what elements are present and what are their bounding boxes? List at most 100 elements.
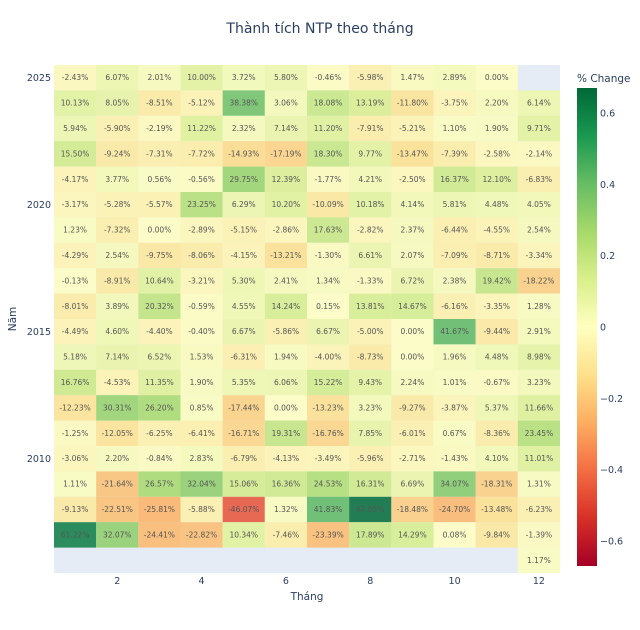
cell-label: -1.25% — [62, 429, 89, 438]
heatmap-cell — [475, 420, 518, 446]
cell-label: -7.09% — [441, 251, 468, 260]
heatmap-cell — [180, 141, 223, 167]
cell-label: -21.64% — [102, 480, 133, 489]
cell-label: 4.55% — [232, 302, 256, 311]
cell-label: -7.32% — [104, 226, 131, 235]
heatmap-cell — [264, 90, 307, 116]
cell-label: 0.00% — [148, 226, 172, 235]
heatmap-cell — [475, 319, 518, 345]
heatmap-cell — [264, 115, 307, 142]
cell-label: -3.49% — [315, 454, 342, 463]
y-tick-label: 2020 — [27, 200, 51, 211]
heatmap-cell — [517, 115, 560, 142]
heatmap-cell — [138, 369, 181, 396]
colorbar-ticks: 0.6 0.4 0.2 0 −0.2 −0.4 −0.6 — [600, 109, 623, 548]
cell-label: 1.28% — [527, 302, 551, 311]
heatmap-cell — [475, 90, 518, 116]
cell-label: 14.29% — [398, 530, 427, 539]
cell-label: -18.22% — [523, 276, 554, 285]
cell-label: 16.31% — [356, 480, 385, 489]
heatmap-cell — [180, 268, 223, 294]
cell-label: 32.07% — [103, 530, 132, 539]
heatmap-cell — [54, 344, 97, 370]
cell-label: -24.70% — [439, 505, 470, 514]
heatmap-cell — [433, 319, 476, 345]
heatmap-cell — [222, 369, 265, 396]
cell-label: -6.83% — [526, 175, 553, 184]
heatmap-cell — [517, 395, 560, 421]
heatmap-cell — [391, 344, 434, 370]
cell-label: -2.50% — [399, 175, 426, 184]
heatmap-cell — [180, 65, 223, 91]
cell-label: -6.44% — [441, 226, 468, 235]
heatmap-cell — [180, 115, 223, 142]
cell-label: 6.29% — [232, 200, 256, 209]
heatmap-cell — [96, 369, 139, 396]
heatmap-cell — [475, 344, 518, 370]
heatmap-cell — [96, 217, 139, 243]
cell-label: 11.66% — [525, 403, 554, 412]
heatmap-cell — [517, 319, 560, 345]
cell-label: 7.14% — [105, 353, 129, 362]
cell-label: -6.41% — [188, 429, 215, 438]
heatmap-cell — [222, 522, 265, 548]
heatmap-cell — [475, 369, 518, 396]
heatmap-cell — [433, 65, 476, 91]
heatmap-cell — [180, 293, 223, 319]
heatmap-cell — [475, 65, 518, 91]
heatmap-cell — [391, 471, 434, 497]
cell-label: 9.43% — [358, 378, 382, 387]
heatmap-cell — [349, 344, 392, 370]
x-tick-label: 8 — [367, 576, 373, 587]
cell-label: -22.82% — [186, 530, 217, 539]
heatmap-cell — [307, 65, 350, 91]
heatmap-cell — [96, 115, 139, 142]
cell-label: -17.19% — [270, 149, 301, 158]
cell-label: -5.21% — [399, 124, 426, 133]
cell-label: -4.29% — [62, 251, 89, 260]
heatmap-cell — [96, 293, 139, 319]
heatmap-cell — [138, 496, 181, 523]
heatmap-cell — [349, 90, 392, 116]
cell-label: 6.72% — [401, 276, 425, 285]
heatmap-cell — [391, 522, 434, 548]
heatmap-cell — [517, 446, 560, 472]
heatmap-cell — [433, 395, 476, 421]
heatmap-cell — [180, 90, 223, 116]
heatmap-cell — [433, 446, 476, 472]
cell-label: -24.41% — [144, 530, 175, 539]
heatmap-cell — [180, 192, 223, 218]
heatmap-cell — [307, 268, 350, 294]
cell-label: 61.22% — [61, 530, 90, 539]
cell-label: -18.31% — [481, 480, 512, 489]
cell-label: -11.80% — [397, 99, 428, 108]
cell-label: 1.10% — [443, 124, 467, 133]
cell-label: -2.89% — [188, 226, 215, 235]
cell-label: -2.82% — [357, 226, 384, 235]
colorbar-tick-label: 0.2 — [600, 251, 615, 262]
x-axis-ticks: 2 4 6 8 10 12 — [114, 576, 545, 587]
heatmap-cell — [222, 395, 265, 421]
heatmap-cell — [475, 217, 518, 243]
heatmap-cell — [349, 115, 392, 142]
heatmap-cell — [54, 420, 97, 446]
cell-label: 4.21% — [358, 175, 382, 184]
cell-label: -6.23% — [526, 505, 553, 514]
heatmap-cell — [391, 217, 434, 243]
heatmap-cell — [138, 242, 181, 269]
cell-label: 0.00% — [401, 327, 425, 336]
cell-label: 0.08% — [443, 530, 467, 539]
heatmap-cell — [54, 471, 97, 497]
heatmap-cell — [349, 446, 392, 472]
cell-label: 13.19% — [356, 99, 385, 108]
heatmap-cell — [433, 420, 476, 446]
heatmap-cell — [96, 446, 139, 472]
cell-label: -2.43% — [62, 73, 89, 82]
cell-label: -9.27% — [399, 403, 426, 412]
heatmap-cell — [222, 268, 265, 294]
cell-label: 38.38% — [229, 99, 258, 108]
cell-label: -4.55% — [483, 226, 510, 235]
cell-label: -3.06% — [62, 454, 89, 463]
cell-label: -5.28% — [104, 200, 131, 209]
heatmap-cell — [180, 446, 223, 472]
